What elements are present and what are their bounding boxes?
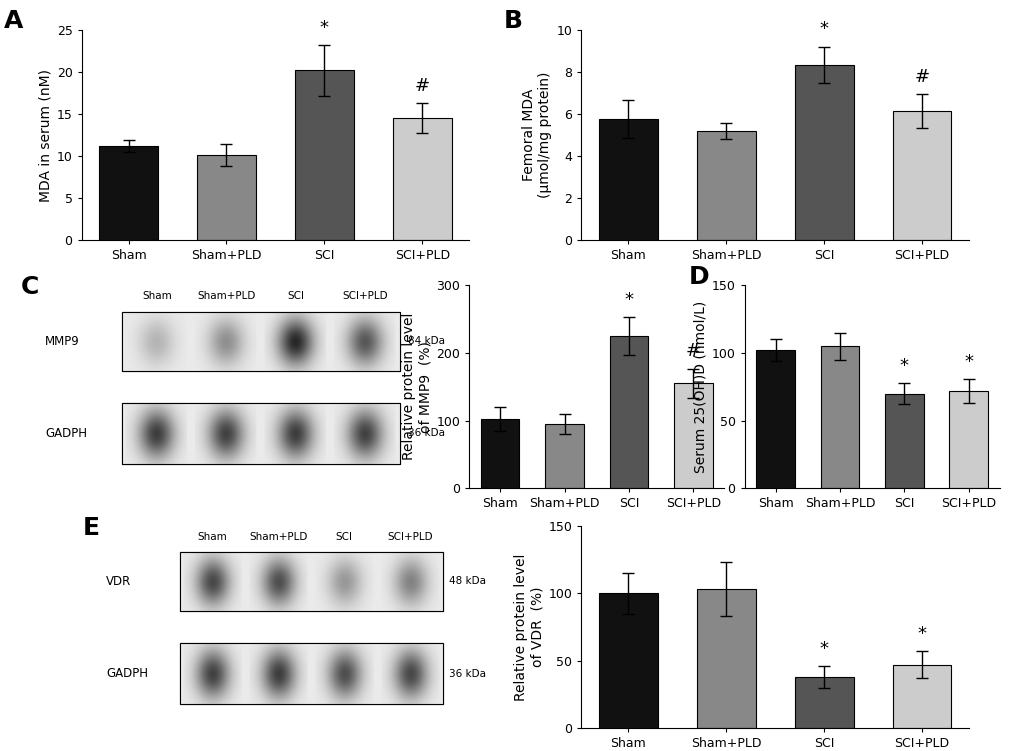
Bar (197, 155, 256, 240)
Text: VDR: VDR (106, 575, 131, 588)
Y-axis label: Relative protein level
of VDR  (%): Relative protein level of VDR (%) (514, 553, 544, 701)
FancyBboxPatch shape (122, 312, 399, 370)
Text: SCI: SCI (335, 532, 353, 541)
Text: E: E (83, 515, 100, 539)
Bar (99, 146, 158, 240)
Text: Sham+PLD: Sham+PLD (249, 532, 308, 541)
Text: GADPH: GADPH (45, 427, 87, 440)
Text: MMP9: MMP9 (45, 335, 79, 348)
Text: *: * (624, 291, 633, 309)
Bar (794, 65, 853, 240)
Text: SCI+PLD: SCI+PLD (387, 532, 432, 541)
Bar (949, 391, 987, 488)
Text: B: B (503, 9, 523, 33)
Text: GADPH: GADPH (106, 667, 148, 680)
Y-axis label: Serum 25(OH)D (nmol/L): Serum 25(OH)D (nmol/L) (693, 300, 707, 473)
Text: SCI+PLD: SCI+PLD (342, 291, 387, 301)
Y-axis label: Femoral MDA
(μmol/mg protein): Femoral MDA (μmol/mg protein) (522, 72, 552, 198)
Y-axis label: MDA in serum (nM): MDA in serum (nM) (39, 68, 53, 202)
Bar (696, 131, 755, 240)
Text: 36 kDa: 36 kDa (408, 428, 444, 439)
Text: 48 kDa: 48 kDa (448, 577, 485, 587)
Text: *: * (819, 20, 827, 38)
Bar (598, 119, 657, 240)
Text: Sham+PLD: Sham+PLD (197, 291, 256, 301)
Bar (480, 419, 519, 488)
Text: *: * (899, 357, 908, 375)
Text: C: C (20, 275, 39, 299)
Text: Sham: Sham (142, 291, 172, 301)
Text: 84 kDa: 84 kDa (408, 336, 444, 346)
Bar (696, 590, 755, 728)
Text: A: A (4, 9, 23, 33)
Text: D: D (688, 265, 708, 289)
Bar (884, 394, 923, 488)
Bar (609, 336, 648, 488)
Text: Sham: Sham (198, 532, 227, 541)
Text: #: # (415, 77, 429, 95)
FancyBboxPatch shape (179, 552, 442, 611)
Bar (794, 677, 853, 728)
Bar (294, 71, 354, 240)
Bar (674, 383, 712, 488)
Bar (892, 111, 951, 240)
Bar (544, 424, 583, 488)
Bar (819, 346, 858, 488)
Bar (598, 593, 657, 728)
Text: *: * (819, 640, 827, 658)
Bar (892, 665, 951, 728)
Text: 36 kDa: 36 kDa (448, 668, 485, 679)
Bar (755, 350, 794, 488)
Text: *: * (917, 626, 925, 644)
Text: *: * (963, 352, 972, 370)
FancyBboxPatch shape (179, 644, 442, 704)
Bar (392, 119, 451, 240)
Text: SCI: SCI (287, 291, 304, 301)
FancyBboxPatch shape (122, 403, 399, 464)
Text: *: * (320, 19, 328, 37)
Text: #: # (914, 68, 928, 86)
Y-axis label: Relative protein level
of MMP9  (%): Relative protein level of MMP9 (%) (401, 313, 432, 460)
Text: #: # (685, 342, 700, 360)
